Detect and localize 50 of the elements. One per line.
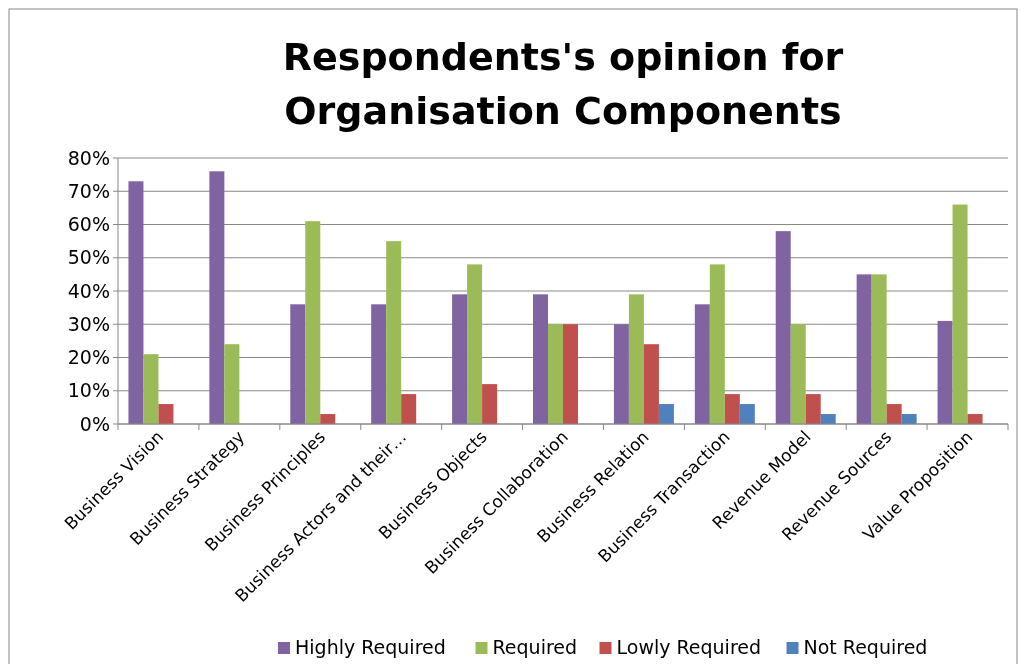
legend-label: Not Required [803,636,928,658]
bar [143,354,159,424]
bar [709,264,725,424]
bar [386,241,402,424]
bar [967,414,983,424]
y-tick-label: 50% [67,246,110,269]
y-tick-label: 40% [67,279,110,302]
bar [209,171,225,424]
bar [533,294,548,424]
bar [482,384,498,424]
legend-label: Highly Required [295,636,446,658]
bar [613,324,629,424]
y-tick-label: 10% [67,379,110,402]
bar [871,274,887,424]
bar [467,264,483,424]
bar [937,320,953,424]
bar [739,404,755,424]
bar [820,414,836,424]
bar [563,324,578,424]
bar [694,304,710,424]
y-tick-label: 30% [67,312,110,335]
bar [628,294,644,424]
bar [901,414,917,424]
bar [452,294,468,424]
y-tick-label: 0% [79,412,110,435]
bar [805,394,821,424]
y-tick-label: 70% [67,179,110,202]
bar [224,344,240,424]
bar [790,324,806,424]
bar [548,324,563,424]
bar [290,304,306,424]
bar [643,344,659,424]
bar [305,221,321,424]
bar [724,394,740,424]
legend-label: Lowly Required [616,636,762,658]
bar [952,204,968,424]
bar [320,414,336,424]
bar [886,404,902,424]
y-tick-label: 80% [67,146,110,169]
bar [371,304,387,424]
bar [128,181,144,424]
bar [856,274,872,424]
bar [158,404,174,424]
bar [775,231,791,424]
y-tick-label: 60% [67,213,110,236]
bar [401,394,417,424]
y-tick-label: 20% [67,346,110,369]
legend-label: Required [492,636,578,658]
bar [658,404,674,424]
chart-title: Respondents's opinion for Organisation Components [282,35,844,133]
